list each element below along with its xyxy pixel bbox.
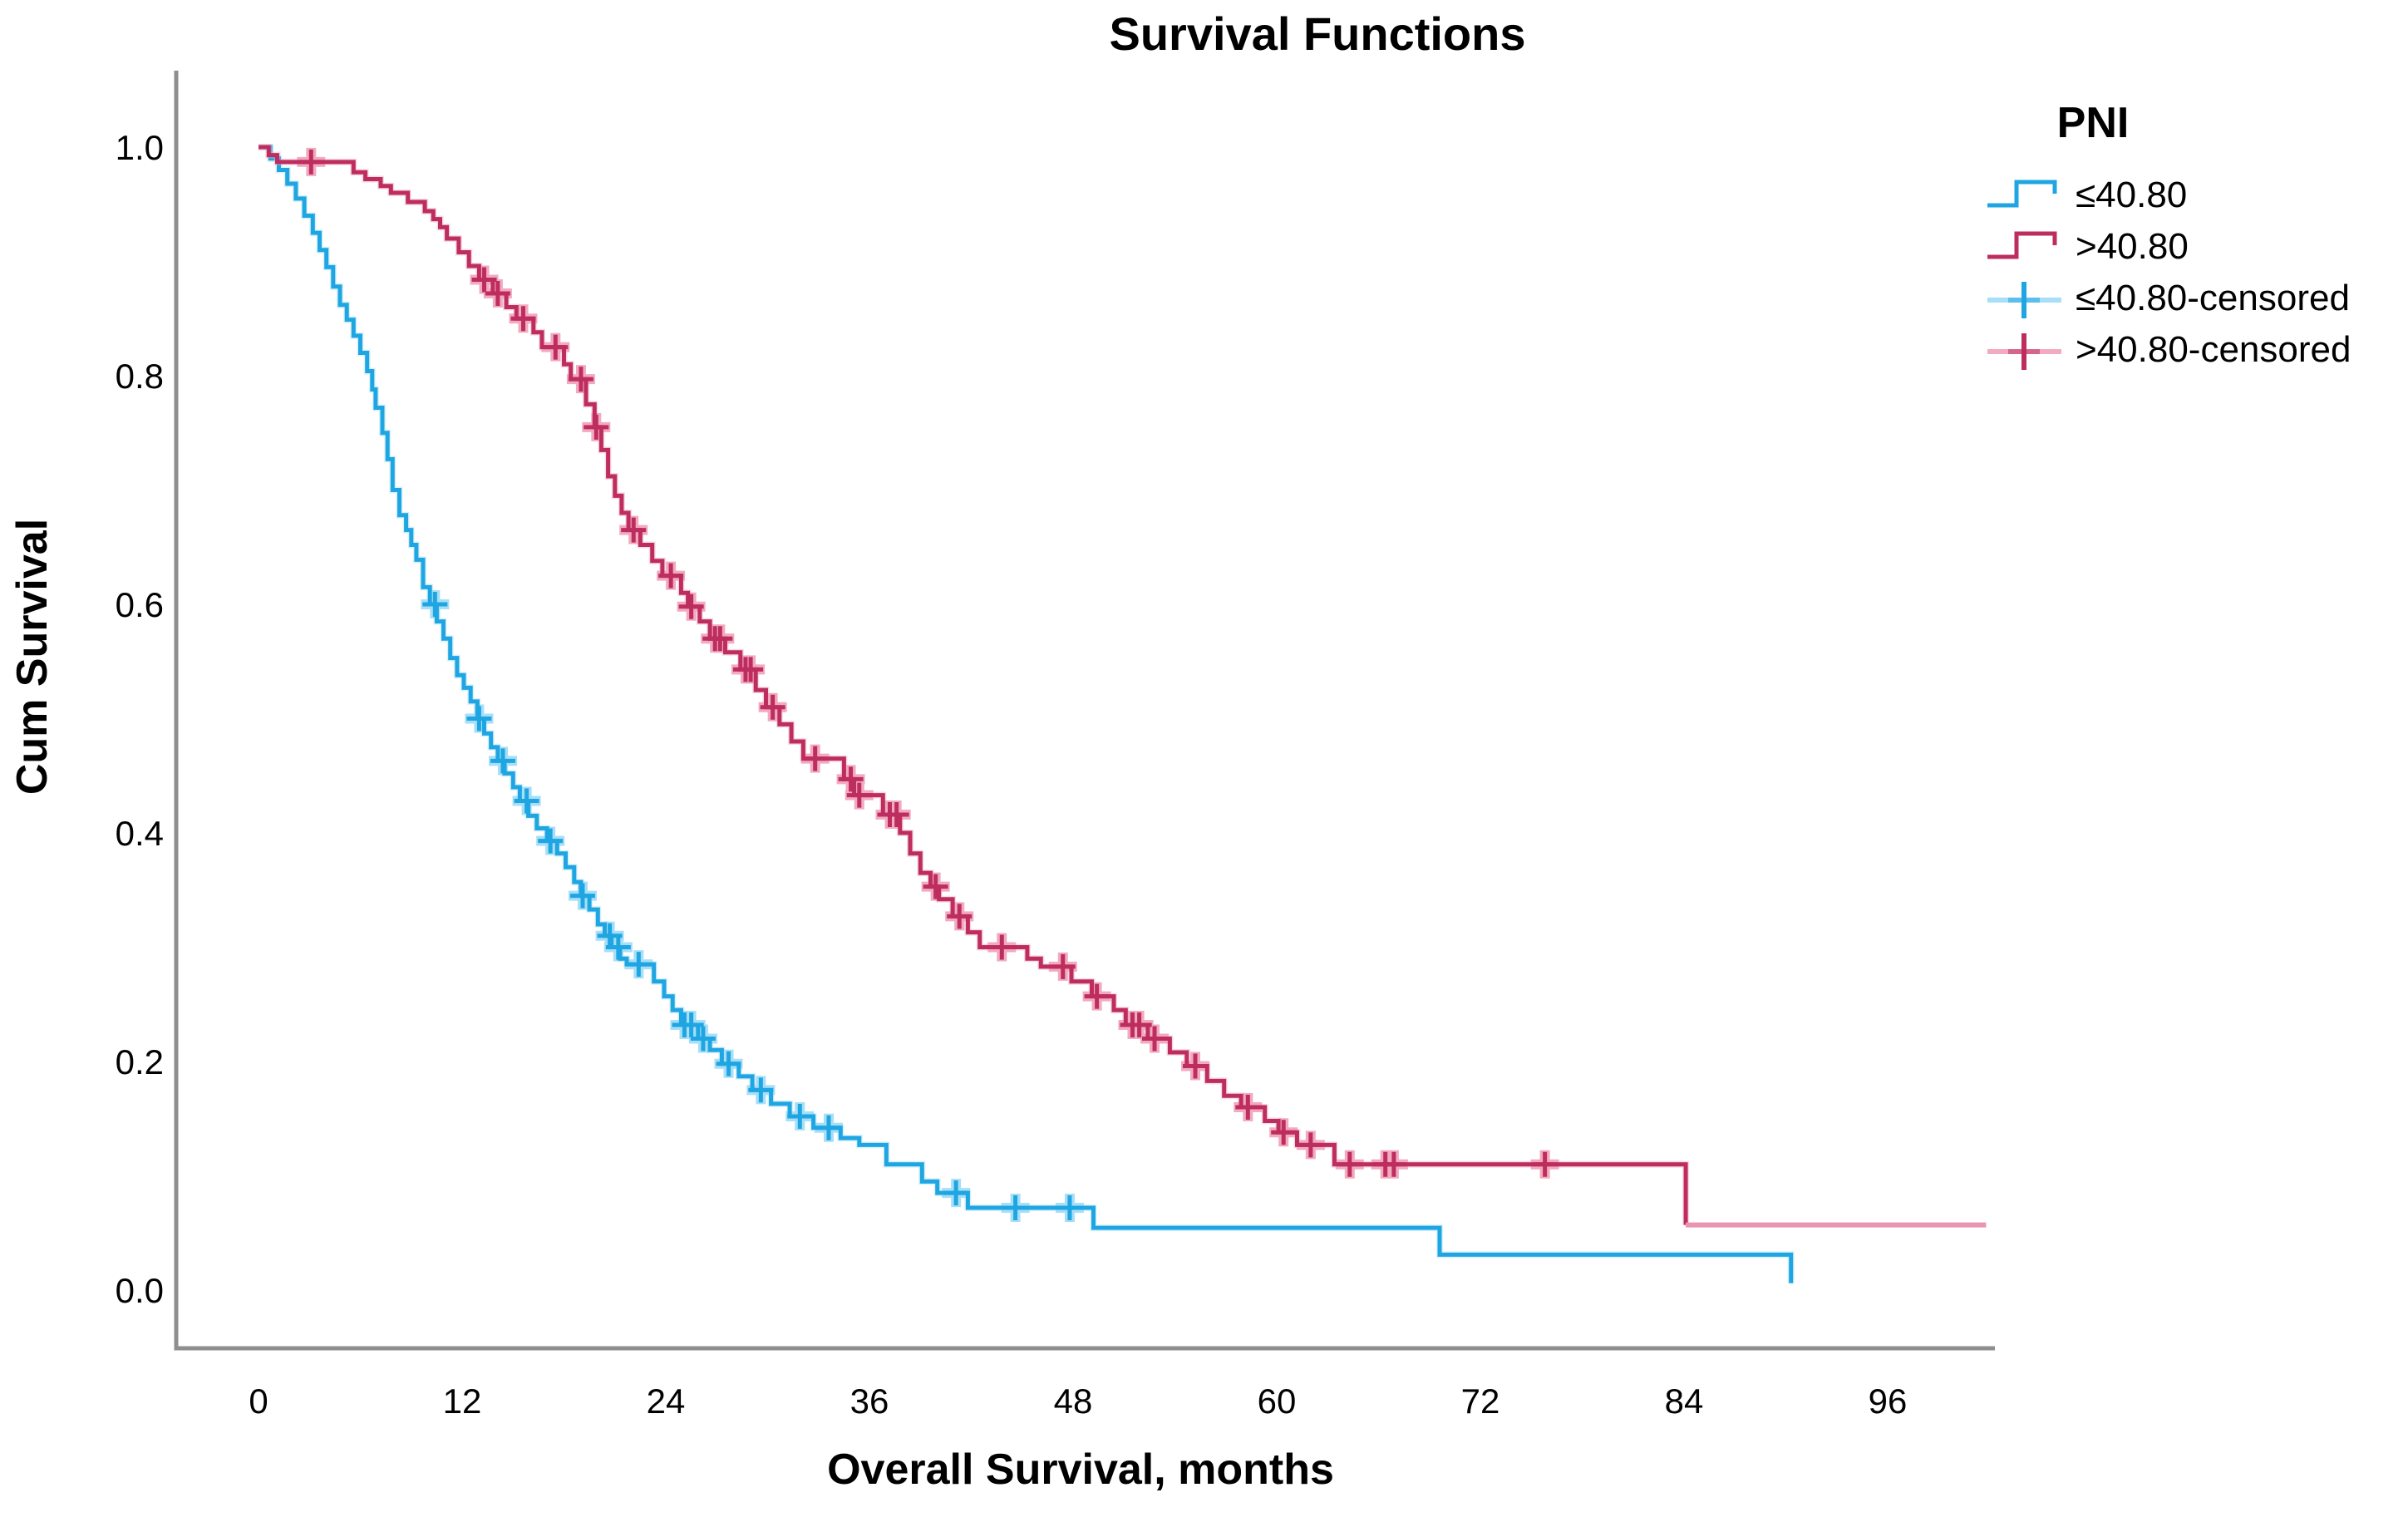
legend-item-2: ≤40.80-censored (1985, 273, 2405, 324)
x-tick-label: 24 (647, 1382, 686, 1421)
y-tick-label: 0.4 (116, 814, 164, 853)
x-axis-title: Overall Survival, months (827, 1446, 1334, 1494)
legend-line-sample-icon (1987, 180, 2057, 208)
legend: PNI ≤40.80 >40.80 ≤40.80-censored >40.80-ce… (1985, 98, 2405, 376)
y-tick-label: 0.2 (116, 1042, 164, 1081)
legend-item-label: ≤40.80-censored (2076, 278, 2350, 318)
legend-censor-sample-icon (1987, 333, 2061, 370)
y-tick-label: 0.8 (116, 357, 164, 396)
x-tick-label: 96 (1869, 1382, 1908, 1421)
legend-line-sample-icon (1987, 231, 2057, 259)
legend-item-3: >40.80-censored (1985, 324, 2405, 376)
x-tick-label: 12 (443, 1382, 482, 1421)
legend-item-0: ≤40.80 (1985, 170, 2405, 221)
legend-title: PNI (2056, 99, 2130, 147)
x-tick-label: 60 (1258, 1382, 1297, 1421)
legend-censor-sample-icon (1987, 282, 2061, 318)
y-tick-label: 1.0 (116, 128, 164, 167)
y-axis-title: Cum Survival (8, 518, 57, 795)
y-tick-label: 0.0 (116, 1271, 164, 1310)
legend-item-1: >40.80 (1985, 221, 2405, 273)
legend-items: ≤40.80 >40.80 ≤40.80-censored >40.80-censor… (1985, 170, 2405, 376)
x-tick-label: 48 (1054, 1382, 1093, 1421)
x-tick-label: 84 (1665, 1382, 1704, 1421)
y-tick-label: 0.6 (116, 585, 164, 624)
x-tick-label: 0 (249, 1382, 268, 1421)
legend-item-label: ≤40.80 (2076, 175, 2188, 215)
legend-item-label: >40.80 (2076, 226, 2189, 267)
legend-item-label: >40.80-censored (2076, 329, 2351, 370)
x-tick-label: 36 (850, 1382, 889, 1421)
chart-title: Survival Functions (1109, 7, 1526, 60)
x-tick-label: 72 (1461, 1382, 1500, 1421)
